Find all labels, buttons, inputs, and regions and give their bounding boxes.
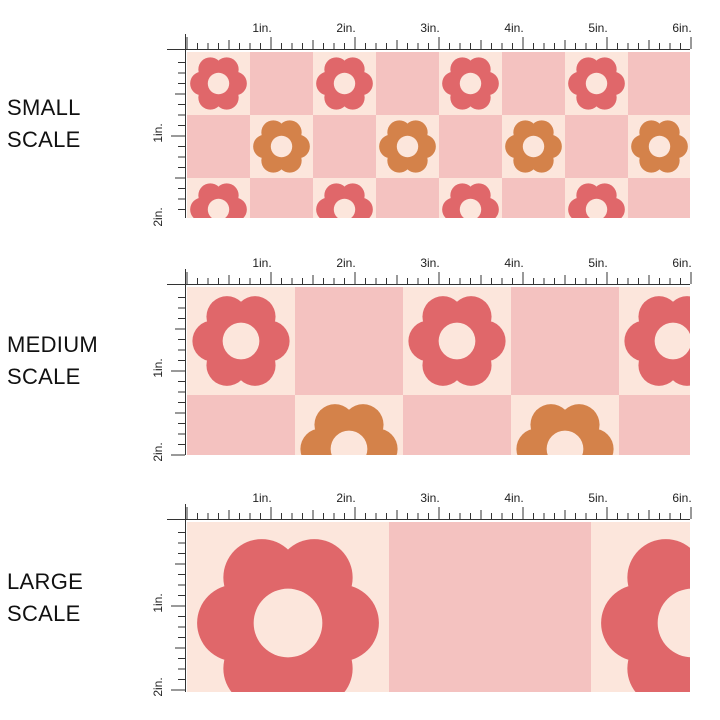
ruler-label-5in: 5in. [588, 491, 607, 505]
ruler-label-1in: 1in. [252, 21, 271, 35]
ruler-label-3in: 3in. [420, 21, 439, 35]
label-line: SCALE [7, 601, 81, 626]
ruler-label-4in: 4in. [504, 21, 523, 35]
label-line: LARGE [7, 569, 84, 594]
side-label-2in: 2in. [151, 207, 165, 226]
ruler-label-1in: 1in. [252, 491, 271, 505]
large-pattern [187, 522, 690, 692]
top-ruler [167, 272, 692, 285]
ruler-label-6in: 6in. [672, 491, 691, 505]
top-ruler [167, 507, 692, 520]
label-line: SCALE [7, 127, 81, 152]
ruler-label-6in: 6in. [672, 21, 691, 35]
side-ruler [171, 504, 186, 692]
label-line: MEDIUM [7, 332, 99, 357]
side-label-1in: 1in. [151, 358, 165, 377]
medium-pattern [187, 287, 690, 455]
medium-scale-label: MEDIUM SCALE [7, 329, 98, 393]
small-scale-label: SMALL SCALE [7, 92, 81, 156]
ruler-label-3in: 3in. [420, 491, 439, 505]
side-label-1in: 1in. [151, 593, 165, 612]
ruler-label-3in: 3in. [420, 256, 439, 270]
ruler-label-1in: 1in. [252, 256, 271, 270]
small-pattern [187, 52, 690, 218]
label-line: SMALL [7, 95, 81, 120]
side-ruler [171, 34, 186, 218]
ruler-label-2in: 2in. [336, 21, 355, 35]
ruler-label-4in: 4in. [504, 256, 523, 270]
top-ruler [167, 37, 692, 50]
ruler-label-4in: 4in. [504, 491, 523, 505]
ruler-label-6in: 6in. [672, 256, 691, 270]
label-line: SCALE [7, 364, 81, 389]
side-label-1in: 1in. [151, 123, 165, 142]
ruler-label-2in: 2in. [336, 491, 355, 505]
side-ruler [171, 269, 186, 456]
large-scale-label: LARGE SCALE [7, 566, 83, 630]
ruler-label-2in: 2in. [336, 256, 355, 270]
side-label-2in: 2in. [151, 442, 165, 461]
side-label-2in: 2in. [151, 677, 165, 696]
ruler-label-5in: 5in. [588, 21, 607, 35]
ruler-label-5in: 5in. [588, 256, 607, 270]
